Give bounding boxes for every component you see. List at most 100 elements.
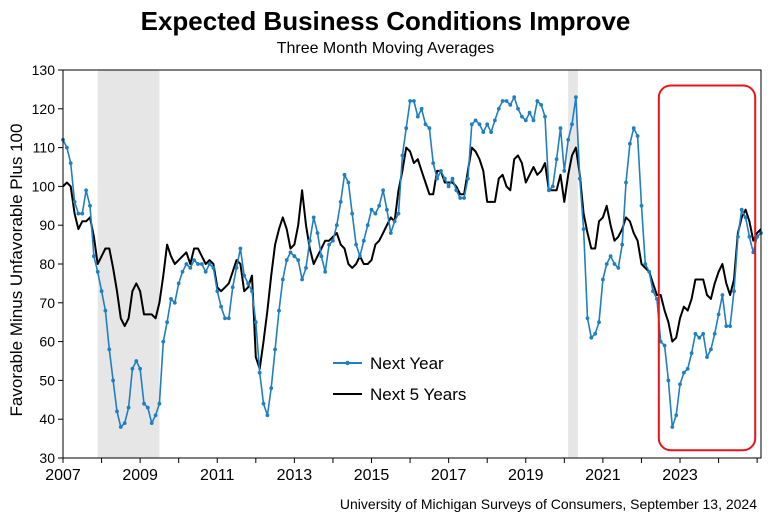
data-point-next-year xyxy=(485,122,490,127)
x-tick-label: 2007 xyxy=(45,467,81,484)
data-point-next-year xyxy=(342,172,347,177)
data-point-next-year xyxy=(346,180,351,185)
data-point-next-year xyxy=(184,262,189,266)
data-point-next-year xyxy=(574,95,578,100)
data-point-next-year xyxy=(180,269,185,274)
data-point-next-year xyxy=(435,176,439,181)
data-point-next-year xyxy=(520,114,524,119)
x-tick-label: 2017 xyxy=(431,467,467,484)
data-point-next-year xyxy=(358,254,362,259)
x-tick-label: 2021 xyxy=(585,467,621,484)
data-point-next-year xyxy=(165,320,170,325)
recession-band-1 xyxy=(568,70,578,458)
data-point-next-year xyxy=(92,254,96,259)
data-point-next-year xyxy=(99,289,104,294)
data-point-next-year xyxy=(404,126,409,131)
data-point-next-year xyxy=(547,188,551,193)
data-point-next-year xyxy=(458,196,463,200)
y-tick-label: 130 xyxy=(32,62,56,78)
data-point-next-year xyxy=(196,262,200,266)
data-point-next-year xyxy=(666,378,671,383)
data-point-next-year xyxy=(543,114,547,119)
data-point-next-year xyxy=(284,258,289,262)
data-point-next-year xyxy=(122,421,127,425)
data-point-next-year xyxy=(192,258,197,262)
data-point-next-year xyxy=(732,289,736,294)
data-point-next-year xyxy=(172,300,177,305)
data-point-next-year xyxy=(153,413,158,418)
data-point-next-year xyxy=(631,126,636,131)
data-point-next-year xyxy=(450,176,455,181)
recession-shading xyxy=(97,70,578,458)
data-point-next-year xyxy=(423,122,428,127)
y-tick-label: 110 xyxy=(33,140,56,156)
series-lines xyxy=(61,95,763,429)
data-point-next-year xyxy=(481,130,486,135)
data-point-next-year xyxy=(562,169,567,173)
data-point-next-year xyxy=(253,320,258,325)
source-note: University of Michigan Surveys of Consum… xyxy=(339,496,757,512)
data-point-next-year xyxy=(616,266,621,270)
y-axis-ticks: 30 40 50 60 70 80 90 100 110 120 130 xyxy=(32,62,63,466)
data-point-next-year xyxy=(523,118,528,123)
data-point-next-year xyxy=(419,106,424,111)
data-point-next-year xyxy=(250,289,254,294)
y-tick-label: 100 xyxy=(32,178,56,194)
data-point-next-year xyxy=(203,269,208,274)
highlight-box xyxy=(657,84,757,452)
x-axis-ticks: 2007 2009 2011 2013 2015 2017 2019 2021 2023 xyxy=(45,458,758,484)
y-tick-label: 40 xyxy=(39,411,55,427)
data-point-next-year xyxy=(531,118,536,123)
data-point-next-year xyxy=(350,211,355,216)
data-point-next-year xyxy=(728,324,732,328)
y-tick-label: 60 xyxy=(39,334,55,350)
data-point-next-year xyxy=(149,421,154,425)
data-point-next-year xyxy=(724,324,729,328)
data-point-next-year xyxy=(454,188,459,193)
data-point-next-year xyxy=(674,413,679,418)
data-point-next-year xyxy=(643,262,648,266)
data-point-next-year xyxy=(392,219,397,224)
data-point-next-year xyxy=(577,176,582,181)
data-point-next-year xyxy=(415,114,420,119)
data-point-next-year xyxy=(234,266,239,270)
data-point-next-year xyxy=(261,401,266,406)
y-tick-label: 30 xyxy=(39,450,55,466)
data-point-next-year xyxy=(288,250,293,255)
data-point-next-year xyxy=(635,134,640,138)
data-point-next-year xyxy=(300,277,304,282)
data-point-next-year xyxy=(442,176,447,181)
data-point-next-year xyxy=(628,141,632,146)
data-point-next-year xyxy=(118,425,123,429)
data-point-next-year xyxy=(446,184,451,189)
data-point-next-year xyxy=(554,157,559,162)
data-point-next-year xyxy=(697,335,702,340)
data-point-next-year xyxy=(466,176,470,181)
y-tick-label: 120 xyxy=(32,101,56,117)
data-point-next-year xyxy=(211,266,216,270)
data-point-next-year xyxy=(269,386,274,391)
data-point-next-year xyxy=(72,200,77,204)
data-point-next-year xyxy=(508,103,513,107)
legend-label-next-5-years: Next 5 Years xyxy=(370,385,466,404)
data-point-next-year xyxy=(608,254,613,259)
data-point-next-year xyxy=(585,316,590,321)
data-point-next-year xyxy=(111,378,115,383)
data-point-next-year xyxy=(682,370,686,375)
y-axis-label: Favorable Minus Unfavorable Plus 100 xyxy=(7,124,26,417)
data-point-next-year xyxy=(334,223,339,228)
data-point-next-year xyxy=(685,366,690,371)
data-point-next-year xyxy=(373,211,378,216)
data-point-next-year xyxy=(273,347,277,352)
data-point-next-year xyxy=(396,211,401,216)
data-point-next-year xyxy=(246,281,251,286)
data-point-next-year xyxy=(712,331,717,336)
data-point-next-year xyxy=(589,335,594,340)
data-point-next-year xyxy=(670,425,675,429)
data-point-next-year xyxy=(489,130,493,135)
data-point-next-year xyxy=(115,409,119,414)
data-point-next-year xyxy=(215,289,220,294)
data-point-next-year xyxy=(651,289,655,294)
data-point-next-year xyxy=(265,413,270,418)
data-point-next-year xyxy=(477,122,482,127)
